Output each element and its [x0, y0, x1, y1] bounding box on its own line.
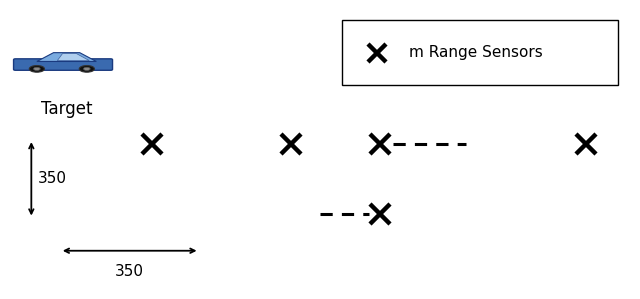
Polygon shape	[37, 53, 97, 62]
Ellipse shape	[33, 67, 40, 71]
Text: 350: 350	[38, 171, 67, 186]
Ellipse shape	[83, 67, 90, 71]
FancyBboxPatch shape	[13, 59, 113, 70]
Ellipse shape	[29, 65, 45, 72]
FancyBboxPatch shape	[342, 20, 618, 85]
Polygon shape	[58, 54, 89, 61]
Text: Target: Target	[41, 100, 92, 118]
Ellipse shape	[79, 65, 95, 72]
Text: 350: 350	[115, 264, 144, 279]
Text: m Range Sensors: m Range Sensors	[409, 45, 543, 60]
